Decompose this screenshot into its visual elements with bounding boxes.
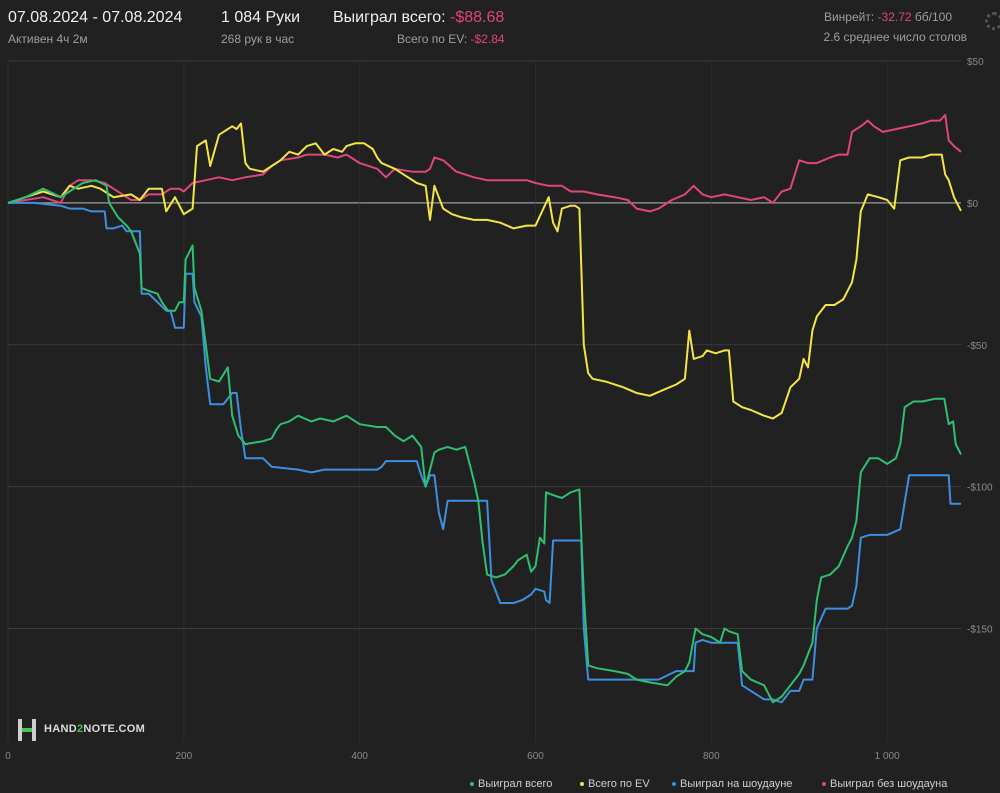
- legend-label: Всего по EV: [588, 778, 650, 790]
- y-tick-label: -$150: [967, 625, 993, 636]
- legend-label: Выиграл на шоудауне: [680, 778, 793, 790]
- legend-dot-icon: [580, 782, 584, 787]
- x-tick-label: 800: [703, 751, 720, 762]
- legend-label: Выиграл всего: [478, 778, 553, 790]
- total-ev-value: -$2.84: [470, 32, 505, 46]
- x-tick-label: 400: [351, 751, 368, 762]
- total-ev-label: Всего по EV:: [397, 32, 471, 46]
- x-tick-label: 600: [527, 751, 544, 762]
- winrate-value: -32.72: [877, 10, 912, 24]
- chart-series: [7, 113, 962, 704]
- total-ev: Всего по EV: -$2.84: [397, 32, 505, 46]
- x-tick-label: 0: [5, 751, 11, 762]
- legend-dot-icon: [672, 782, 676, 787]
- stats-header: 07.08.2024 - 07.08.2024 Активен 4ч 2м 1 …: [0, 0, 1000, 56]
- session-duration: Активен 4ч 2м: [8, 32, 88, 46]
- hands-per-hour: 268 рук в час: [221, 32, 295, 46]
- legend-item-ev[interactable]: Всего по EV: [580, 778, 650, 790]
- y-tick-label: -$100: [967, 483, 993, 494]
- series-line-nonshowdown: [7, 113, 962, 213]
- hands-count: 1 084 Руки: [221, 9, 301, 26]
- winrate: Винрейт: -32.72 бб/100: [824, 10, 952, 24]
- series-line-won: [7, 179, 962, 704]
- y-tick-label: -$50: [967, 341, 987, 352]
- logo-text: HAND2NOTE.COM: [44, 723, 146, 735]
- x-tick-label: 200: [175, 751, 192, 762]
- total-won-label: Выиграл всего:: [333, 9, 451, 26]
- legend-item-nonshowdown[interactable]: Выиграл без шоудауна: [822, 778, 947, 790]
- total-won: Выиграл всего: -$88.68: [333, 9, 504, 27]
- series-line-showdown: [8, 201, 961, 704]
- gear-icon[interactable]: [985, 12, 1000, 30]
- logo-mark-icon: [18, 719, 36, 741]
- chart-ticks: $50 $0 -$50 -$100 -$150 0 200 400 600 800 1 000: [5, 57, 993, 762]
- legend-item-showdown[interactable]: Выиграл на шоудауне: [672, 778, 792, 790]
- winrate-unit: бб/100: [911, 10, 952, 24]
- legend-dot-icon: [470, 782, 474, 787]
- legend-item-won[interactable]: Выиграл всего: [470, 778, 552, 790]
- legend-label: Выиграл без шоудауна: [830, 778, 948, 790]
- y-tick-label: $50: [967, 57, 984, 68]
- chart-grid: [7, 60, 961, 742]
- avg-tables: 2.6 среднее число столов: [823, 30, 967, 44]
- y-tick-label: $0: [967, 199, 979, 210]
- legend-dot-icon: [822, 782, 826, 787]
- winrate-label: Винрейт:: [823, 10, 878, 24]
- series-line-ev: [7, 122, 962, 420]
- date-range[interactable]: 07.08.2024 - 07.08.2024: [8, 9, 183, 26]
- x-tick-label: 1 000: [875, 751, 900, 762]
- total-won-value: -$88.68: [450, 9, 505, 26]
